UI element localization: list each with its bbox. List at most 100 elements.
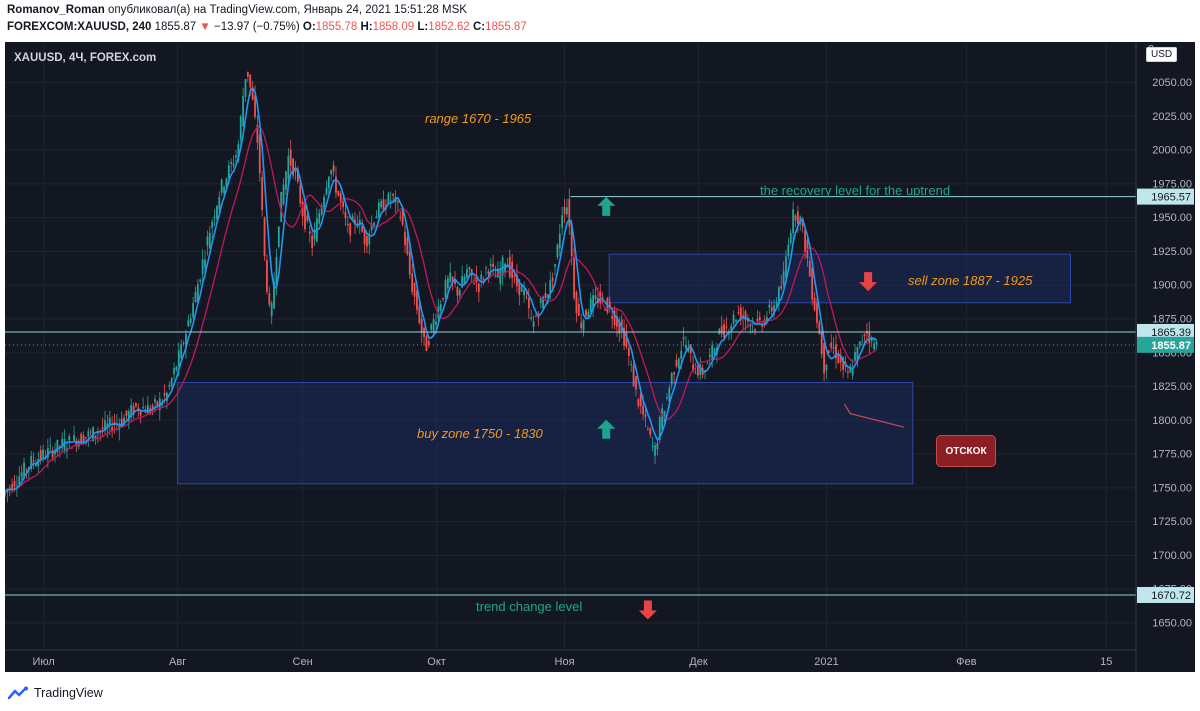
candle-body (358, 220, 361, 226)
candle-body (613, 310, 616, 326)
candle-body (230, 162, 233, 165)
candle-body (399, 217, 402, 219)
candle-body (201, 259, 204, 275)
candle-body (730, 325, 733, 330)
candle-body (430, 324, 433, 330)
close-label: C: (473, 21, 486, 33)
candle-body (442, 297, 445, 300)
candle-body (196, 284, 199, 303)
candle-body (39, 450, 42, 460)
candle-body (566, 207, 568, 215)
candle-body (689, 344, 692, 354)
candle-body (506, 265, 509, 268)
y-tick-label: 1725.00 (1152, 516, 1192, 528)
candle-body (549, 280, 552, 294)
bounce-pointer (843, 403, 904, 428)
candle-body (580, 322, 583, 329)
candle-body (154, 398, 156, 403)
candle-body (185, 333, 187, 349)
ohlc-info: FOREXCOM:XAUUSD, 240 1855.87 ▼ −13.97 (−… (7, 21, 527, 33)
candle-body (520, 285, 523, 292)
candle-body (675, 360, 678, 367)
sell-zone (608, 253, 1072, 304)
candle-body (725, 326, 728, 328)
candle-body (825, 364, 828, 371)
y-tick-label: 1775.00 (1152, 449, 1192, 461)
candle-body (208, 232, 211, 249)
candle-body (411, 273, 414, 292)
candle-body (299, 185, 302, 204)
chart-header: Romanov_Roman опубликовал(а) на TradingV… (0, 0, 1200, 40)
candle-body (370, 223, 373, 231)
price-chart[interactable]: 1650.001675.001700.001725.001750.001775.… (5, 42, 1195, 672)
candle-body (492, 263, 495, 267)
candle-body (173, 368, 175, 375)
x-tick-label: Июл (33, 656, 55, 668)
trend-change-level-tag (1137, 586, 1194, 603)
candle-body (808, 260, 811, 277)
x-tick-label: Авг (169, 656, 186, 668)
candle-body (532, 321, 535, 327)
candle-body (392, 193, 395, 196)
currency-badge[interactable]: USD (1146, 47, 1178, 62)
candle-body (354, 219, 356, 224)
candle-body (835, 344, 837, 359)
candle-body (363, 228, 366, 245)
candle-body (123, 417, 125, 426)
candle-body (366, 235, 368, 247)
candle-body (720, 326, 723, 334)
candle-body (106, 423, 109, 428)
candle-body (663, 411, 666, 423)
candle-body (194, 291, 197, 303)
chart-area[interactable]: 1650.001675.001700.001725.001750.001775.… (5, 42, 1195, 672)
candle-body (32, 460, 35, 462)
candle-body (23, 462, 25, 479)
candle-body (804, 230, 806, 252)
candle-body (11, 483, 14, 491)
candle-body (427, 341, 430, 345)
sell-zone-annotation: sell zone 1887 - 1925 (908, 273, 1033, 288)
chart-footer: TradingView (0, 678, 1200, 711)
candle-body (811, 267, 814, 300)
tradingview-logo[interactable]: TradingView (8, 686, 103, 700)
candle-body (623, 327, 625, 346)
candle-body (101, 427, 104, 429)
candle-body (235, 155, 237, 158)
candle-body (251, 89, 254, 100)
candle-body (608, 302, 611, 308)
candle-body (485, 267, 487, 269)
candle-body (627, 348, 630, 356)
candle-body (361, 226, 364, 232)
candle-body (661, 408, 664, 430)
candle-body (104, 420, 106, 430)
x-tick-label: 15 (1100, 656, 1112, 668)
candle-body (168, 385, 171, 387)
candle-body (77, 440, 80, 447)
candle-body (420, 319, 423, 333)
candle-body (451, 276, 454, 282)
candle-body (754, 329, 756, 331)
candle-body (563, 207, 566, 215)
author-name[interactable]: Romanov_Roman (7, 4, 105, 16)
candle-body (494, 276, 497, 278)
candle-body (337, 191, 340, 196)
y-tick-label: 1875.00 (1152, 313, 1192, 325)
candle-body (418, 306, 421, 323)
candle-body (756, 318, 759, 322)
candle-body (35, 463, 37, 467)
y-tick-label: 1750.00 (1152, 482, 1192, 494)
candle-body (94, 435, 97, 439)
candle-body (396, 201, 399, 203)
candle-body (735, 319, 737, 322)
candle-body (875, 341, 878, 345)
y-tick-label: 1800.00 (1152, 415, 1192, 427)
candle-body (685, 344, 687, 349)
last-price: 1855.87 (154, 21, 197, 33)
x-tick-label: Сен (293, 656, 313, 668)
candle-body (561, 215, 564, 228)
candle-body (849, 366, 852, 373)
candle-body (73, 434, 75, 441)
up-arrow-bottom (597, 419, 616, 439)
candle-body (56, 439, 59, 453)
candle-body (801, 218, 804, 226)
